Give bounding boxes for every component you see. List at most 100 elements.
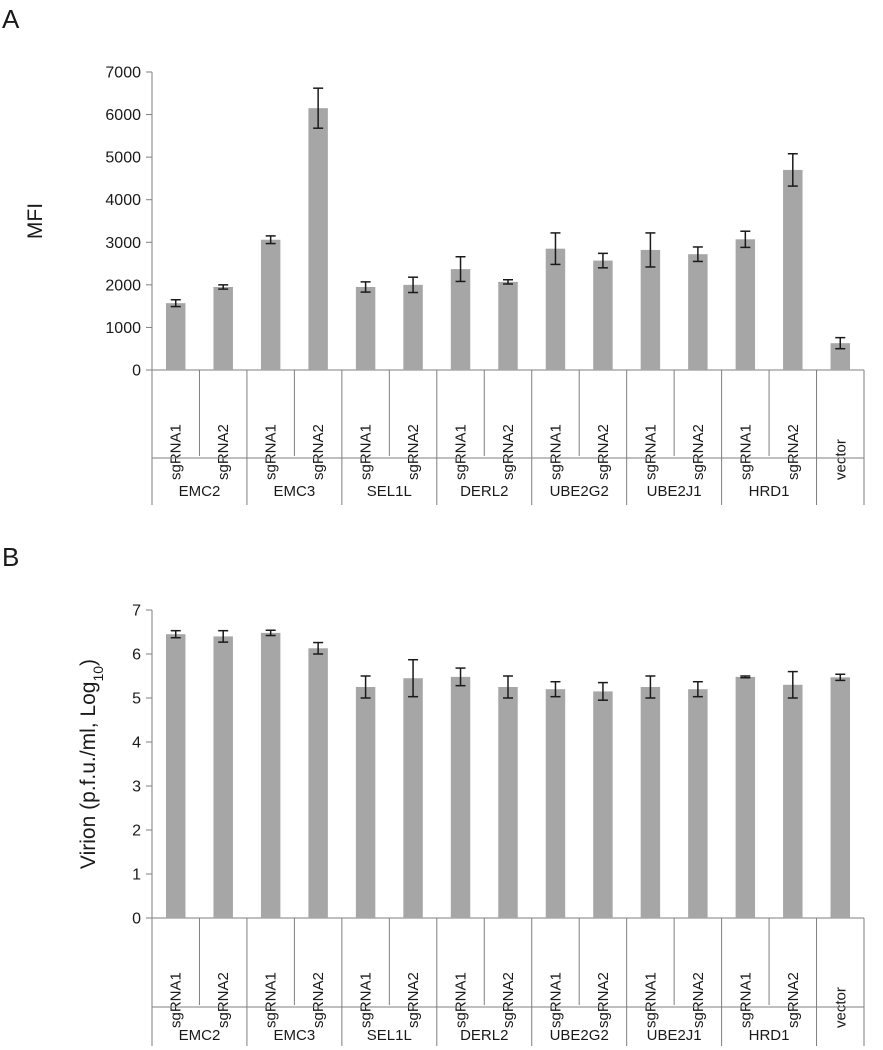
bar [783, 169, 803, 370]
x-tick-label: sgRNA2 [785, 424, 802, 480]
bar [308, 648, 328, 918]
x-tick-label: vector [832, 987, 849, 1028]
bar [783, 684, 803, 918]
bar [498, 281, 518, 370]
x-tick-label: sgRNA2 [215, 424, 232, 480]
x-tick-label: vector [832, 439, 849, 480]
group-label: EMC3 [274, 483, 316, 500]
error-bar [597, 252, 608, 269]
bar [450, 676, 471, 918]
x-tick-label: sgRNA1 [168, 972, 185, 1028]
bar [403, 678, 423, 918]
bar [450, 269, 471, 370]
x-tick-label: sgRNA1 [168, 424, 185, 480]
error-bar [408, 658, 419, 698]
error-bar [455, 256, 466, 283]
bar [640, 687, 661, 918]
group-label: EMC2 [179, 1027, 221, 1044]
y-tick-label: 0 [132, 911, 141, 928]
bar [355, 687, 376, 918]
error-bar [787, 152, 798, 187]
error-bar [503, 278, 513, 285]
y-tick-label: 3000 [105, 235, 141, 252]
y-tick-label: 2 [132, 823, 141, 840]
x-tick-label: sgRNA1 [547, 972, 564, 1028]
error-bar [503, 675, 513, 699]
error-bar [313, 87, 324, 129]
error-bar [740, 675, 751, 679]
chart-panel-b: B 0 1 2 3 4 5 6 7 Virion (p.f.u./ml, Log10) sgRNA1… [2, 542, 865, 1046]
x-tick-label: sgRNA1 [263, 972, 280, 1028]
error-bar [265, 235, 276, 245]
x-tick-label: sgRNA1 [453, 972, 470, 1028]
x-tick-label: sgRNA1 [642, 424, 659, 480]
bar [830, 343, 850, 370]
error-bar [265, 629, 276, 637]
bar [166, 634, 186, 918]
panel-letter: A [2, 4, 20, 34]
y-tick-label: 7000 [105, 65, 141, 82]
bar [260, 632, 281, 918]
panel-letter: B [2, 542, 19, 572]
error-bar [218, 284, 229, 290]
bar [545, 689, 566, 918]
error-bar [550, 680, 561, 698]
error-bar [597, 681, 608, 701]
y-tick-label: 4 [132, 735, 141, 752]
bar [735, 676, 756, 918]
group-label: UBE2J1 [647, 483, 702, 500]
error-bar [740, 230, 751, 249]
bar [166, 303, 186, 370]
y-axis-label: MFI [24, 203, 47, 239]
y-tick-label: 1000 [105, 320, 141, 337]
error-bar [218, 629, 229, 643]
y-tick-label: 5 [132, 691, 141, 708]
y-tick-label: 4000 [105, 192, 141, 209]
y-tick-label: 0 [132, 363, 141, 380]
x-tick-label: sgRNA2 [310, 424, 327, 480]
error-bar [787, 670, 798, 699]
group-label: DERL2 [460, 483, 508, 500]
group-label: DERL2 [460, 1027, 508, 1044]
bar [593, 260, 613, 370]
bar [830, 677, 850, 918]
group-label: EMC2 [179, 483, 221, 500]
error-bar [408, 276, 419, 294]
bar [498, 687, 518, 918]
x-tick-label: sgRNA1 [358, 424, 375, 480]
x-tick-label: sgRNA1 [737, 424, 754, 480]
y-tick-label: 7 [132, 603, 141, 620]
y-tick-label: 5000 [105, 150, 141, 167]
y-axis-label: Virion (p.f.u./ml, Log10) [77, 659, 106, 869]
x-tick-label: sgRNA1 [642, 972, 659, 1028]
group-label: EMC3 [274, 1027, 316, 1044]
bar [640, 249, 661, 370]
group-label: UBE2G2 [550, 483, 609, 500]
bar [308, 108, 328, 370]
error-bar [313, 641, 324, 655]
x-tick-label: sgRNA2 [690, 424, 707, 480]
y-tick-label: 2000 [105, 277, 141, 294]
error-bar [692, 246, 703, 263]
error-bar [835, 673, 846, 682]
x-tick-label: sgRNA2 [500, 424, 517, 480]
group-label: HRD1 [749, 1027, 790, 1044]
bar [688, 254, 708, 370]
x-tick-label: sgRNA1 [547, 424, 564, 480]
group-label: UBE2J1 [647, 1027, 702, 1044]
x-tick-label: sgRNA1 [453, 424, 470, 480]
bar [213, 636, 233, 918]
error-bar [835, 336, 846, 350]
bar [260, 239, 281, 370]
group-label: UBE2G2 [550, 1027, 609, 1044]
bar [688, 689, 708, 918]
error-bar [645, 675, 656, 699]
x-tick-label: sgRNA2 [595, 424, 612, 480]
error-bar [692, 680, 703, 698]
y-tick-label: 1 [132, 867, 141, 884]
x-tick-label: sgRNA2 [690, 972, 707, 1028]
error-bar [550, 232, 561, 266]
group-label: HRD1 [749, 483, 790, 500]
y-tick-label: 6 [132, 647, 141, 664]
